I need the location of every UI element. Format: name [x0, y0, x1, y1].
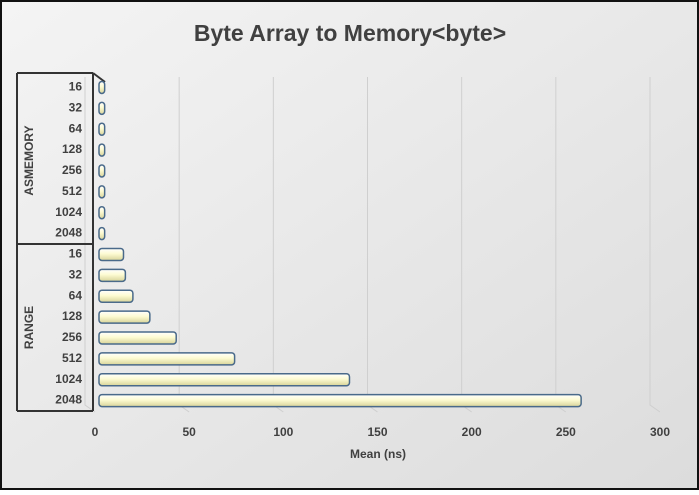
- x-tick-label: 100: [273, 425, 293, 439]
- group-label: RANGE: [22, 306, 36, 349]
- grid-line: [649, 77, 661, 413]
- y-tick-label: 256: [62, 330, 82, 344]
- x-tick-label: 300: [650, 425, 670, 439]
- x-tick-label: 250: [556, 425, 576, 439]
- x-tick-label: 200: [462, 425, 482, 439]
- y-tick-label: 64: [69, 121, 83, 135]
- x-axis-title: Mean (ns): [350, 447, 406, 461]
- bar: [98, 247, 125, 262]
- bar: [98, 143, 106, 157]
- bar: [98, 372, 351, 387]
- bar: [98, 205, 106, 220]
- y-tick-label: 32: [69, 100, 83, 114]
- y-tick-label: 1024: [55, 372, 82, 386]
- y-tick-label: 2048: [55, 226, 82, 240]
- x-tick-label: 0: [92, 425, 99, 439]
- y-tick-label: 2048: [55, 393, 82, 407]
- y-tick-label: 1024: [55, 205, 82, 219]
- y-tick-label: 16: [69, 80, 83, 94]
- bar: [98, 185, 106, 199]
- y-tick-label: 64: [69, 288, 83, 302]
- x-tick-label: 150: [367, 425, 387, 439]
- bar: [98, 122, 106, 136]
- y-tick-label: 512: [62, 184, 82, 198]
- y-tick-label: 128: [62, 142, 82, 156]
- bar: [98, 393, 582, 408]
- bar: [98, 331, 177, 345]
- y-tick-label: 32: [69, 267, 83, 281]
- bar: [98, 164, 106, 178]
- x-tick-label: 50: [182, 425, 196, 439]
- y-tick-label: 256: [62, 163, 82, 177]
- group-label: ASMEMORY: [22, 125, 36, 195]
- bar: [98, 80, 106, 95]
- axis-depth: [92, 72, 106, 83]
- y-tick-label: 16: [69, 247, 83, 261]
- chart-title: Byte Array to Memory<byte>: [194, 20, 506, 46]
- grid-line: [84, 77, 96, 413]
- bar: [98, 310, 151, 324]
- bar: [98, 226, 106, 241]
- bar: [98, 289, 134, 303]
- y-tick-label: 128: [62, 309, 82, 323]
- y-tick-label: 512: [62, 351, 82, 365]
- bar: [98, 352, 236, 366]
- bar: [98, 268, 127, 283]
- bar: [98, 101, 106, 116]
